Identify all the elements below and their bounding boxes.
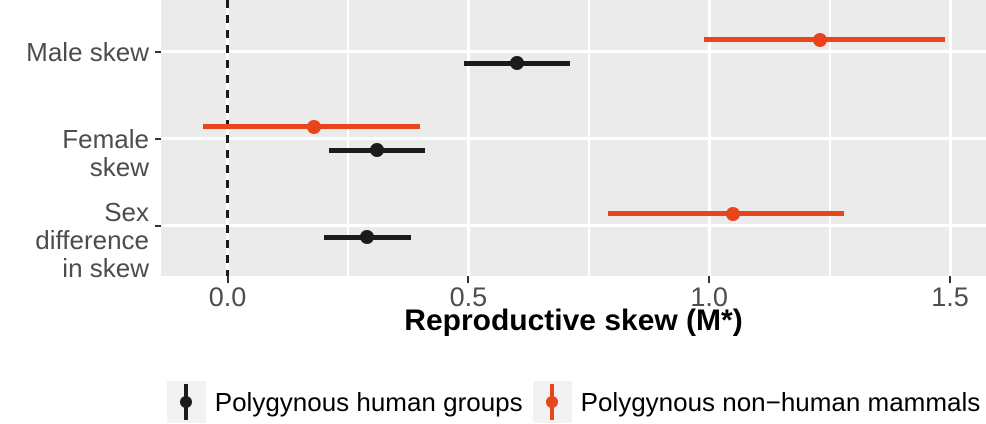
legend-key <box>166 381 206 423</box>
pointrange-dot <box>360 230 375 245</box>
x-axis-tick <box>949 276 952 283</box>
y-axis-tick <box>155 224 161 227</box>
y-axis-tick <box>155 137 161 140</box>
zero-reference-line <box>226 0 229 276</box>
pointrange <box>463 56 570 70</box>
x-axis-title: Reproductive skew (M*) <box>404 304 743 337</box>
pointrange <box>328 143 425 157</box>
legend-item-human-groups: Polygynous human groups <box>166 381 523 423</box>
x-axis-tick <box>467 276 470 283</box>
y-axis-tick-label: Female skew <box>62 123 149 182</box>
pointrange <box>323 230 411 245</box>
y-axis-tick <box>155 50 161 53</box>
x-axis-tick-label: 0.5 <box>449 282 488 312</box>
legend-label-human-groups: Polygynous human groups <box>214 386 523 417</box>
pointrange <box>704 32 946 47</box>
x-axis-tick-label: 1.0 <box>690 282 728 312</box>
x-axis-tick <box>708 276 711 283</box>
x-axis-tick-label: 1.5 <box>931 282 969 312</box>
y-axis-tick-label: Male skew <box>26 36 149 67</box>
y-axis-tick-label: Sex difference in skew <box>35 196 149 283</box>
legend-label-nonhuman-mammals: Polygynous non−human mammals <box>580 386 981 417</box>
pointrange-dot <box>509 56 524 70</box>
y-gridline-major <box>161 50 986 53</box>
pointrange <box>608 206 845 221</box>
pointrange-dot-icon <box>546 396 559 408</box>
x-axis-tick-label: 0.0 <box>208 282 247 312</box>
pointrange-dot <box>307 119 322 134</box>
pointrange-dot <box>812 32 827 47</box>
pointrange-dot <box>369 143 384 157</box>
legend: Polygynous human groups Polygynous non−h… <box>161 380 986 424</box>
legend-key <box>532 381 572 423</box>
y-gridline-major <box>161 224 986 228</box>
x-axis-tick <box>226 276 229 283</box>
pointrange-dot-icon <box>180 396 193 408</box>
pointrange-dot <box>726 206 741 221</box>
y-gridline-major <box>161 137 986 140</box>
legend-item-nonhuman-mammals: Polygynous non−human mammals <box>532 381 981 423</box>
pointrange-line <box>608 211 845 217</box>
plot-panel <box>161 0 986 276</box>
pointrange <box>203 119 421 134</box>
